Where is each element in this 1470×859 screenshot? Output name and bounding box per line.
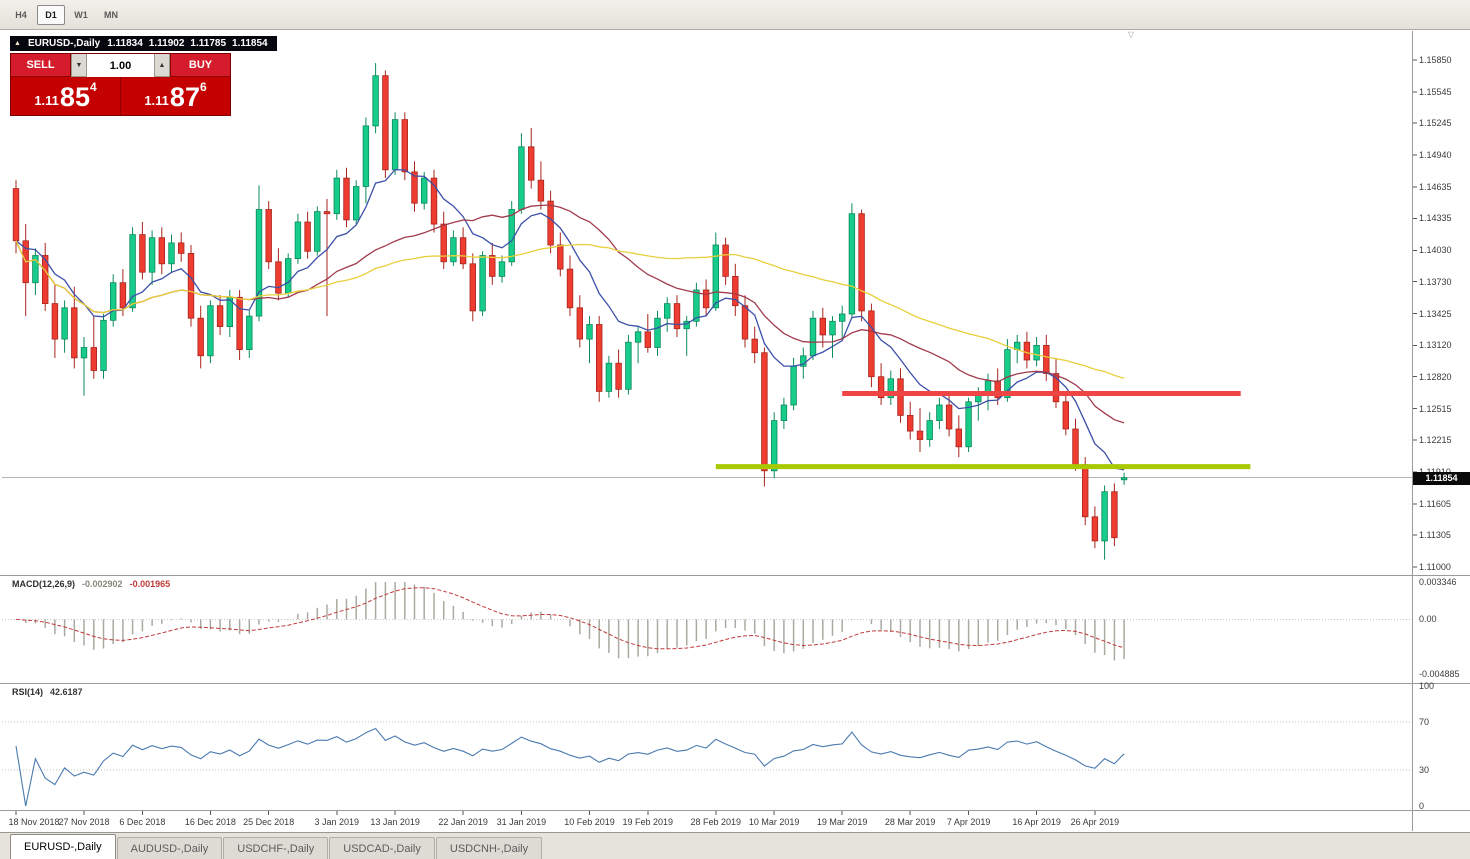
- buy-button[interactable]: BUY: [170, 54, 230, 77]
- sell-price-prefix: 1.11: [34, 93, 59, 108]
- buy-price-big: 87: [169, 82, 200, 113]
- trade-panel-quotes: 1.11 85 4 1.11 87 6: [11, 77, 230, 115]
- macd-name: MACD(12,26,9): [12, 579, 76, 589]
- volume-increase-icon[interactable]: ▲: [154, 54, 170, 77]
- ohlc-open: 1.11834: [107, 38, 143, 49]
- trade-panel-controls: SELL ▼ ▲ BUY: [11, 54, 230, 77]
- volume-input[interactable]: [87, 54, 154, 77]
- ohlc-low: 1.11785: [190, 38, 227, 49]
- rsi-indicator-label: RSI(14) 42.6187: [12, 687, 83, 697]
- sell-price-pip: 4: [89, 80, 97, 94]
- buy-price-quote[interactable]: 1.11 87 6: [121, 77, 230, 115]
- timeframe-h4-button[interactable]: H4: [7, 5, 35, 25]
- chart-tabs-bar: EURUSD-,Daily AUDUSD-,Daily USDCHF-,Dail…: [0, 832, 1470, 859]
- chart-window: [0, 30, 1470, 832]
- timeframe-mn-button[interactable]: MN: [97, 5, 125, 25]
- rsi-name: RSI(14): [12, 687, 44, 697]
- tab-usdcnh-daily[interactable]: USDCNH-,Daily: [435, 837, 543, 859]
- ohlc-close: 1.11854: [232, 38, 268, 49]
- chart-symbol-title: EURUSD-,Daily: [27, 38, 101, 49]
- sell-price-quote[interactable]: 1.11 85 4: [11, 77, 121, 115]
- tab-usdcad-daily[interactable]: USDCAD-,Daily: [329, 837, 435, 859]
- chart-shift-marker-icon[interactable]: ▽: [1128, 30, 1135, 39]
- macd-indicator-label: MACD(12,26,9) -0.002902 -0.001965: [12, 579, 170, 589]
- volume-decrease-icon[interactable]: ▼: [71, 54, 87, 77]
- chart-title-bar: ▲ EURUSD-,Daily 1.11834 1.11902 1.11785 …: [10, 36, 277, 51]
- current-price-tag: 1.11854: [1413, 471, 1470, 485]
- tab-eurusd-daily[interactable]: EURUSD-,Daily: [10, 834, 116, 859]
- chart-ohlc-values: 1.11834 1.11902 1.11785 1.11854: [107, 38, 267, 49]
- buy-price-pip: 6: [199, 80, 207, 94]
- timeframe-w1-button[interactable]: W1: [67, 5, 95, 25]
- ohlc-high: 1.11902: [148, 38, 185, 49]
- chart-title-icon: ▲: [14, 40, 21, 47]
- macd-value: -0.002902: [82, 579, 123, 589]
- tab-audusd-daily[interactable]: AUDUSD-,Daily: [116, 837, 223, 859]
- macd-signal-value: -0.001965: [129, 579, 171, 589]
- tab-usdchf-daily[interactable]: USDCHF-,Daily: [223, 837, 329, 859]
- sell-button[interactable]: SELL: [11, 54, 71, 77]
- sell-price-big: 85: [59, 82, 90, 113]
- timeframe-d1-button[interactable]: D1: [37, 4, 65, 25]
- rsi-value: 42.6187: [50, 687, 83, 697]
- timeframe-toolbar: H4 D1 W1 MN: [0, 0, 1470, 30]
- buy-price-prefix: 1.11: [144, 93, 169, 108]
